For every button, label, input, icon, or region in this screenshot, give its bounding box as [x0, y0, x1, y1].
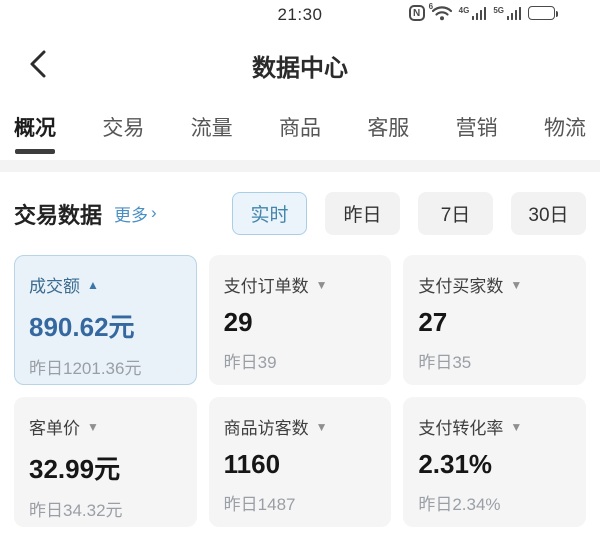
metric-value: 29: [223, 307, 253, 337]
nfc-icon: N: [408, 5, 425, 21]
trend-down-icon: ▼: [315, 277, 328, 292]
tab-products[interactable]: 商品: [278, 117, 321, 140]
metric-yesterday: 昨日35: [418, 353, 472, 372]
signal-4g-icon: 4G: [459, 6, 487, 20]
metric-value: 32.99元: [29, 454, 121, 484]
metric-card-paying-buyers[interactable]: 支付买家数 ▼ 27 昨日35: [403, 255, 586, 385]
tab-logistics[interactable]: 物流: [543, 117, 586, 140]
status-bar: 21:30 N 6 4G 5G: [0, 0, 600, 32]
trend-down-icon: ▼: [510, 419, 523, 434]
signal-5g-icon: 5G: [493, 6, 521, 20]
metric-value: 890.62元: [29, 312, 135, 342]
trend-down-icon: ▼: [510, 277, 523, 292]
metric-label: 客单价: [29, 419, 80, 438]
net-5g-label: 5G: [493, 6, 504, 15]
more-link[interactable]: 更多 ›: [114, 201, 157, 226]
tab-marketing[interactable]: 营销: [455, 117, 498, 140]
filter-yesterday[interactable]: 昨日: [325, 192, 400, 235]
metric-card-grid: 成交额 ▲ 890.62元 昨日1201.36元 支付订单数 ▼ 29 昨日39…: [0, 249, 600, 541]
status-icons: N 6 4G 5G: [408, 2, 558, 21]
tab-trade[interactable]: 交易: [102, 117, 145, 140]
trend-down-icon: ▼: [87, 419, 99, 434]
metric-value: 1160: [223, 449, 281, 479]
metric-yesterday: 昨日39: [223, 353, 277, 372]
header: 数据中心: [0, 32, 600, 98]
metric-card-gmv[interactable]: 成交额 ▲ 890.62元 昨日1201.36元: [14, 255, 197, 385]
metric-label: 成交额: [29, 277, 80, 296]
metric-value: 27: [418, 307, 448, 337]
chevron-left-icon: [30, 50, 46, 78]
metric-label: 商品访客数: [223, 419, 309, 438]
tab-traffic[interactable]: 流量: [190, 117, 233, 140]
page-title: 数据中心: [252, 54, 348, 82]
metric-yesterday: 昨日1487: [223, 495, 296, 514]
section-title: 交易数据: [14, 202, 103, 228]
metric-label: 支付买家数: [418, 277, 504, 296]
more-label: 更多: [114, 206, 149, 225]
chevron-right-icon: ›: [151, 203, 157, 222]
metric-yesterday: 昨日2.34%: [418, 495, 501, 514]
trend-up-icon: ▲: [87, 277, 99, 292]
trend-down-icon: ▼: [315, 419, 328, 434]
battery-icon: [528, 6, 558, 20]
net-4g-label: 4G: [458, 6, 470, 15]
metric-label: 支付订单数: [223, 277, 309, 296]
metric-card-paid-orders[interactable]: 支付订单数 ▼ 29 昨日39: [208, 255, 392, 385]
filter-30d[interactable]: 30日: [511, 192, 586, 235]
time-filter-group: 实时 昨日 7日 30日: [232, 192, 586, 235]
tab-service[interactable]: 客服: [367, 117, 410, 140]
section-divider: [0, 160, 600, 172]
metric-yesterday: 昨日1201.36元: [29, 359, 142, 378]
metric-yesterday: 昨日34.32元: [29, 501, 123, 520]
metric-label: 支付转化率: [418, 419, 504, 438]
back-button[interactable]: [20, 46, 56, 82]
wifi-icon: 6: [428, 2, 452, 21]
metric-value: 2.31%: [418, 449, 493, 479]
tab-bar: 概况 交易 流量 商品 客服 营销 物流: [0, 98, 600, 160]
tab-overview[interactable]: 概况: [14, 98, 56, 156]
filter-7d[interactable]: 7日: [418, 192, 493, 235]
section-header: 交易数据 更多 › 实时 昨日 7日 30日: [0, 172, 600, 249]
wifi-gen-label: 6: [428, 2, 434, 11]
metric-card-product-visitors[interactable]: 商品访客数 ▼ 1160 昨日1487: [208, 397, 392, 527]
metric-card-avg-order-value[interactable]: 客单价 ▼ 32.99元 昨日34.32元: [14, 397, 197, 527]
status-time: 21:30: [277, 5, 323, 24]
metric-card-conversion-rate[interactable]: 支付转化率 ▼ 2.31% 昨日2.34%: [403, 397, 586, 527]
filter-realtime[interactable]: 实时: [232, 192, 307, 235]
